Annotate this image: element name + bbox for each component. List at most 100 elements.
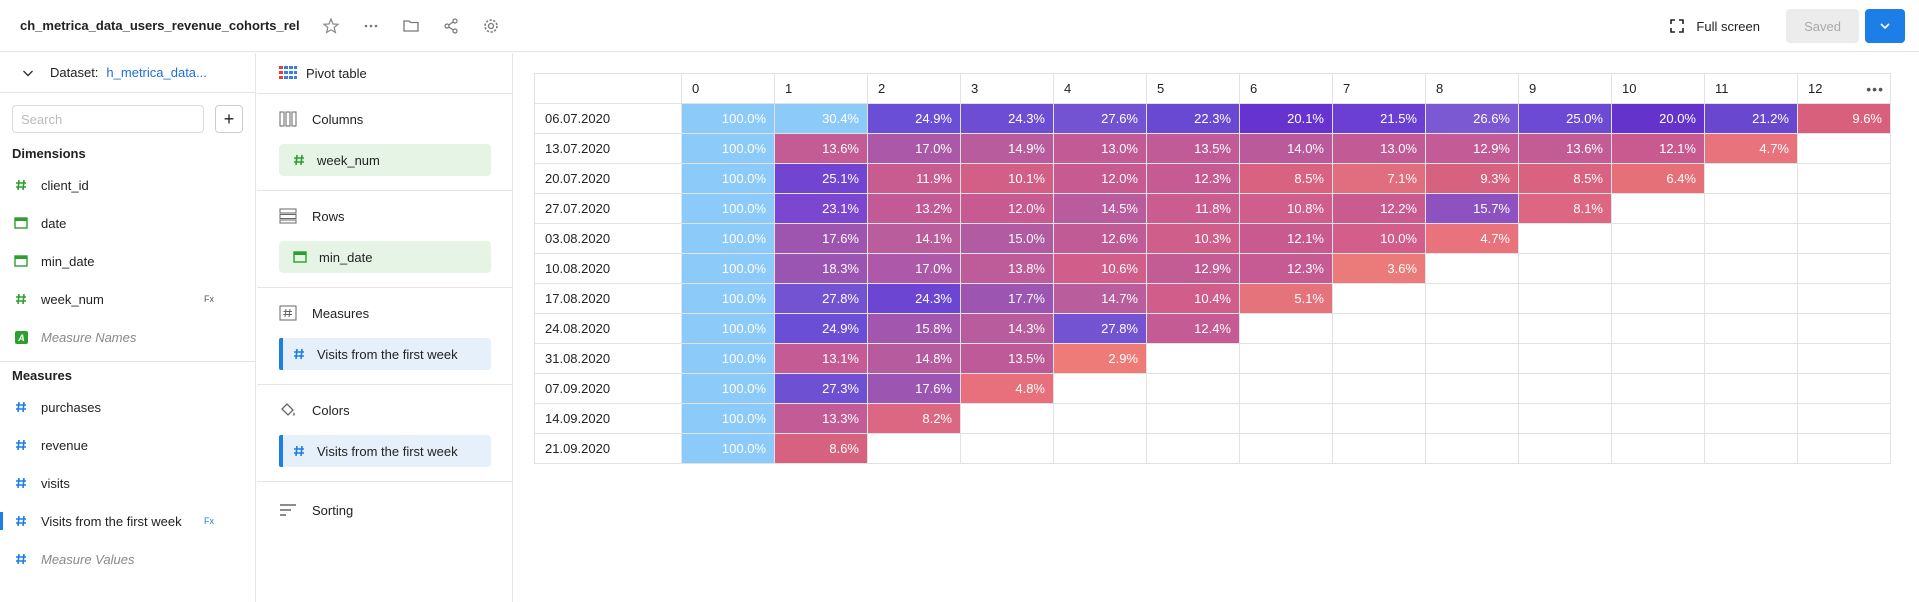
rows-icon bbox=[279, 208, 297, 224]
table-cell: 25.1% bbox=[774, 163, 868, 194]
field-item[interactable]: Visits from the first week Fx bbox=[0, 502, 255, 540]
column-header[interactable]: 12 ••• bbox=[1797, 73, 1891, 104]
table-cell: 13.0% bbox=[1332, 133, 1426, 164]
empty-cell bbox=[1704, 373, 1798, 404]
column-header[interactable]: 2 bbox=[867, 73, 961, 104]
chart-title[interactable]: ch_metrica_data_users_revenue_cohorts_re… bbox=[20, 18, 300, 33]
table-cell: 26.6% bbox=[1425, 103, 1519, 134]
save-dropdown-button[interactable] bbox=[1865, 9, 1905, 43]
table-cell: 24.9% bbox=[774, 313, 868, 344]
empty-cell bbox=[1332, 403, 1426, 434]
column-header[interactable]: 9 bbox=[1518, 73, 1612, 104]
field-search-input[interactable] bbox=[12, 105, 204, 133]
visualization-selector[interactable]: Pivot table bbox=[257, 53, 512, 94]
sorting-section[interactable]: Sorting bbox=[257, 482, 512, 538]
table-row: 27.07.2020 100.0% 23.1% 13.2% 12.0% 14.5% 11.8… bbox=[534, 193, 1891, 224]
table-cell: 14.8% bbox=[867, 343, 961, 374]
field-item[interactable]: visits bbox=[0, 464, 255, 502]
empty-cell bbox=[1704, 193, 1798, 224]
table-cell: 100.0% bbox=[681, 103, 775, 134]
table-cell: 14.1% bbox=[867, 223, 961, 254]
field-item[interactable]: Measure Values bbox=[0, 540, 255, 578]
field-item[interactable]: revenue bbox=[0, 426, 255, 464]
empty-cell bbox=[1332, 343, 1426, 374]
add-field-button[interactable]: + bbox=[215, 105, 243, 133]
columns-icon bbox=[279, 111, 297, 127]
empty-cell bbox=[1332, 313, 1426, 344]
row-header: 13.07.2020 bbox=[534, 133, 682, 164]
visualization-label: Pivot table bbox=[306, 65, 367, 81]
columns-field-chip[interactable]: week_num bbox=[279, 144, 491, 176]
column-header[interactable]: 7 bbox=[1332, 73, 1426, 104]
empty-cell bbox=[1332, 283, 1426, 314]
empty-cell bbox=[1797, 313, 1891, 344]
row-header: 17.08.2020 bbox=[534, 283, 682, 314]
table-cell: 14.0% bbox=[1239, 133, 1333, 164]
column-header[interactable]: 3 bbox=[960, 73, 1054, 104]
field-item[interactable]: week_num Fx bbox=[0, 280, 255, 318]
sorting-title: Sorting bbox=[312, 502, 354, 518]
share-icon[interactable] bbox=[442, 17, 460, 35]
empty-cell bbox=[1146, 403, 1240, 434]
folder-icon[interactable] bbox=[402, 17, 420, 35]
dataset-selector[interactable]: Dataset: h_metrica_data... bbox=[0, 53, 255, 93]
star-icon[interactable] bbox=[322, 16, 340, 35]
column-menu-icon[interactable]: ••• bbox=[1866, 81, 1884, 97]
column-header[interactable]: 8 bbox=[1425, 73, 1519, 104]
empty-cell bbox=[1611, 253, 1705, 284]
table-cell: 4.7% bbox=[1425, 223, 1519, 254]
colors-field-chip[interactable]: Visits from the first week bbox=[279, 435, 491, 467]
table-corner-header bbox=[534, 73, 682, 104]
empty-cell bbox=[960, 403, 1054, 434]
field-item[interactable]: client_id bbox=[0, 166, 255, 204]
empty-cell bbox=[1518, 313, 1612, 344]
table-cell: 10.8% bbox=[1239, 193, 1333, 224]
settings-gear-icon[interactable] bbox=[482, 17, 500, 35]
dataset-name-link[interactable]: h_metrica_data... bbox=[106, 65, 207, 80]
measures-field-chip[interactable]: Visits from the first week bbox=[279, 338, 491, 370]
table-cell: 11.8% bbox=[1146, 193, 1240, 224]
empty-cell bbox=[1611, 193, 1705, 224]
empty-cell bbox=[1797, 403, 1891, 434]
column-header[interactable]: 5 bbox=[1146, 73, 1240, 104]
table-row: 07.09.2020 100.0% 27.3% 17.6% 4.8% bbox=[534, 373, 1891, 404]
more-options-icon[interactable] bbox=[362, 17, 380, 35]
table-cell: 14.7% bbox=[1053, 283, 1147, 314]
empty-cell bbox=[1239, 313, 1333, 344]
table-cell: 10.3% bbox=[1146, 223, 1240, 254]
pivot-table: 0 1 2 3 4 5 6 7 8 9 10 11 12 ••• 06.07.2020 100.0% 30.4… bbox=[534, 73, 1891, 464]
column-header[interactable]: 4 bbox=[1053, 73, 1147, 104]
save-button[interactable]: Saved bbox=[1786, 9, 1859, 43]
table-cell: 25.0% bbox=[1518, 103, 1612, 134]
fullscreen-button[interactable]: Full screen bbox=[1670, 19, 1760, 34]
table-cell: 13.0% bbox=[1053, 133, 1147, 164]
column-header[interactable]: 11 bbox=[1704, 73, 1798, 104]
empty-cell bbox=[1518, 373, 1612, 404]
row-header: 24.08.2020 bbox=[534, 313, 682, 344]
empty-cell bbox=[1518, 433, 1612, 464]
field-item[interactable]: A Measure Names bbox=[0, 318, 255, 356]
field-item[interactable]: date bbox=[0, 204, 255, 242]
hash-icon bbox=[13, 400, 29, 414]
empty-cell bbox=[1425, 253, 1519, 284]
column-header[interactable]: 10 bbox=[1611, 73, 1705, 104]
column-header[interactable]: 1 bbox=[774, 73, 868, 104]
column-header-label: 6 bbox=[1250, 81, 1258, 96]
pivot-table-icon bbox=[279, 66, 297, 79]
rows-field-chip[interactable]: min_date bbox=[279, 241, 491, 273]
table-cell: 12.6% bbox=[1053, 223, 1147, 254]
column-header[interactable]: 6 bbox=[1239, 73, 1333, 104]
paint-bucket-icon bbox=[281, 403, 295, 416]
calendar-icon bbox=[13, 216, 29, 230]
empty-cell bbox=[1704, 403, 1798, 434]
field-label: visits bbox=[41, 475, 70, 491]
empty-cell bbox=[1797, 253, 1891, 284]
field-label: Measure Names bbox=[41, 329, 137, 345]
field-item[interactable]: min_date bbox=[0, 242, 255, 280]
column-header-label: 9 bbox=[1529, 81, 1537, 96]
table-cell: 10.6% bbox=[1053, 253, 1147, 284]
field-item[interactable]: purchases bbox=[0, 388, 255, 426]
table-cell: 8.2% bbox=[867, 403, 961, 434]
hash-icon bbox=[13, 438, 29, 452]
column-header[interactable]: 0 bbox=[681, 73, 775, 104]
